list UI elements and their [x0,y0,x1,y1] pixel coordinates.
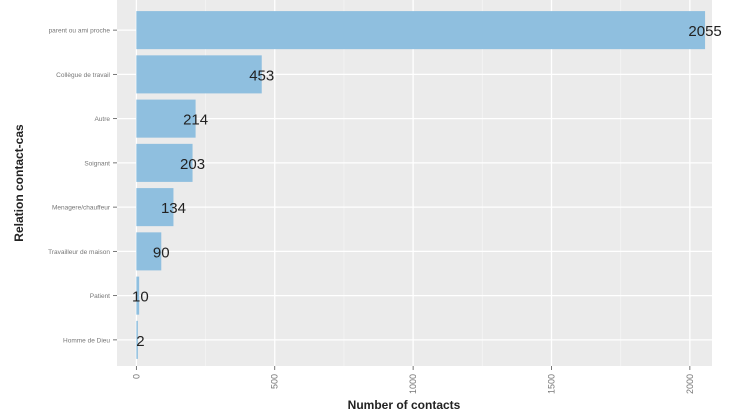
y-tick-label: Autre [94,116,110,123]
data-label: 134 [161,200,186,217]
x-tick-label: 0 [131,374,141,379]
bar [136,99,196,138]
bars: 2055 453 214 203 134 90 10 2 [132,11,722,359]
data-label: 10 [132,289,149,306]
data-label: 203 [180,156,205,173]
data-label: 214 [183,112,208,129]
bar [136,232,162,271]
y-tick-label: Patient [90,293,110,300]
data-label: 2 [136,333,144,350]
bar [136,188,174,227]
x-tick-label: 2000 [685,374,695,394]
x-tick-label: 1500 [546,374,556,394]
x-axis: 0 500 1000 1500 2000 [131,366,695,394]
bar [136,276,140,315]
x-axis-title: Number of contacts [348,398,461,412]
bar [136,143,193,182]
bar [136,11,706,50]
y-tick-label: parent ou ami proche [49,28,111,35]
y-axis-title: Relation contact-cas [12,124,26,242]
y-tick-label: Homme de Dieu [63,337,110,344]
x-tick-label: 1000 [408,374,418,394]
bar [136,55,262,94]
y-tick-label: Collègue de travail [56,72,110,79]
y-tick-label: Travailleur de maison [48,249,110,256]
bar [136,320,138,359]
plot-panel [117,0,712,366]
data-label: 453 [249,67,274,84]
y-tick-label: Soignant [84,160,110,167]
data-label: 2055 [688,23,721,40]
data-label: 90 [153,244,170,261]
y-tick-label: Menagere/chauffeur [52,205,111,212]
x-tick-label: 500 [270,374,280,389]
y-axis: parent ou ami proche Collègue de travail A… [48,28,117,344]
